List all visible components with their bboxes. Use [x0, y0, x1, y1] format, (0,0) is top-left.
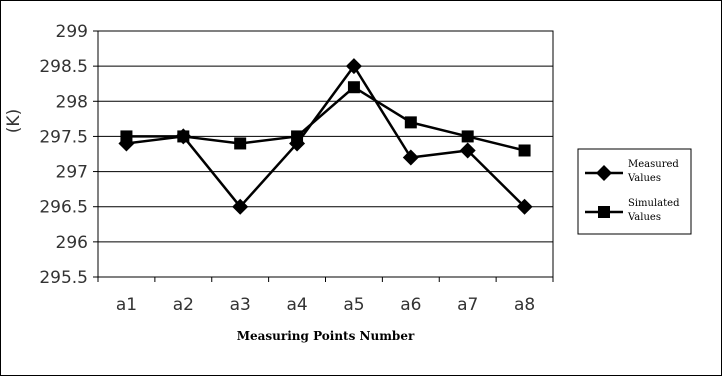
x-tick-label: a5: [343, 295, 364, 315]
x-axis-label: Measuring Points Number: [237, 329, 415, 343]
series-line: [126, 64, 526, 208]
y-tick-label: 299: [56, 22, 88, 42]
x-tick-labels: a1 a2 a3 a4 a5 a6 a7 a8: [97, 277, 554, 315]
data-point: [516, 198, 533, 215]
x-tick-label: a7: [457, 295, 478, 315]
data-point: [234, 137, 247, 150]
data-point: [461, 130, 474, 143]
legend: Measured Values Simulated Values: [577, 148, 692, 235]
y-tick-label: 296.5: [39, 198, 88, 218]
legend-label: Values: [627, 173, 661, 184]
y-tick-label: 295.5: [39, 268, 88, 288]
y-tick-label: 297.5: [39, 127, 88, 147]
x-tick-label: a1: [116, 295, 137, 315]
data-point: [518, 144, 531, 157]
data-point: [402, 149, 419, 166]
y-tick-labels: 295.5 296 296.5 297 297.5 298 298.5 299: [39, 22, 88, 288]
legend-box: [577, 148, 692, 235]
legend-label: Measured: [628, 159, 679, 170]
x-tick-label: a6: [400, 295, 421, 315]
legend-label: Simulated: [628, 198, 680, 209]
x-tick-label: a4: [286, 295, 307, 315]
y-tick-label: 297: [56, 163, 88, 183]
plot-area: [97, 30, 554, 278]
y-tick-label: 298: [56, 92, 88, 112]
x-tick-label: a2: [173, 295, 194, 315]
data-point: [291, 130, 304, 143]
legend-label: Values: [627, 212, 661, 223]
data-point: [404, 116, 417, 129]
legend-marker: [598, 206, 610, 218]
series-line: [126, 85, 525, 152]
y-tick-label: 298.5: [39, 57, 88, 77]
data-point: [232, 198, 249, 215]
x-tick-label: a8: [514, 295, 535, 315]
data-point: [347, 81, 360, 94]
series-group: [118, 58, 533, 215]
legend-marker: [596, 165, 612, 181]
y-tick-label: 296: [56, 233, 88, 253]
data-point: [120, 130, 133, 143]
data-point: [459, 142, 476, 159]
data-point: [177, 130, 190, 143]
data-point: [345, 58, 362, 75]
y-axis-label: (K): [4, 109, 24, 133]
x-tick-label: a3: [230, 295, 251, 315]
gridlines: [93, 30, 553, 278]
